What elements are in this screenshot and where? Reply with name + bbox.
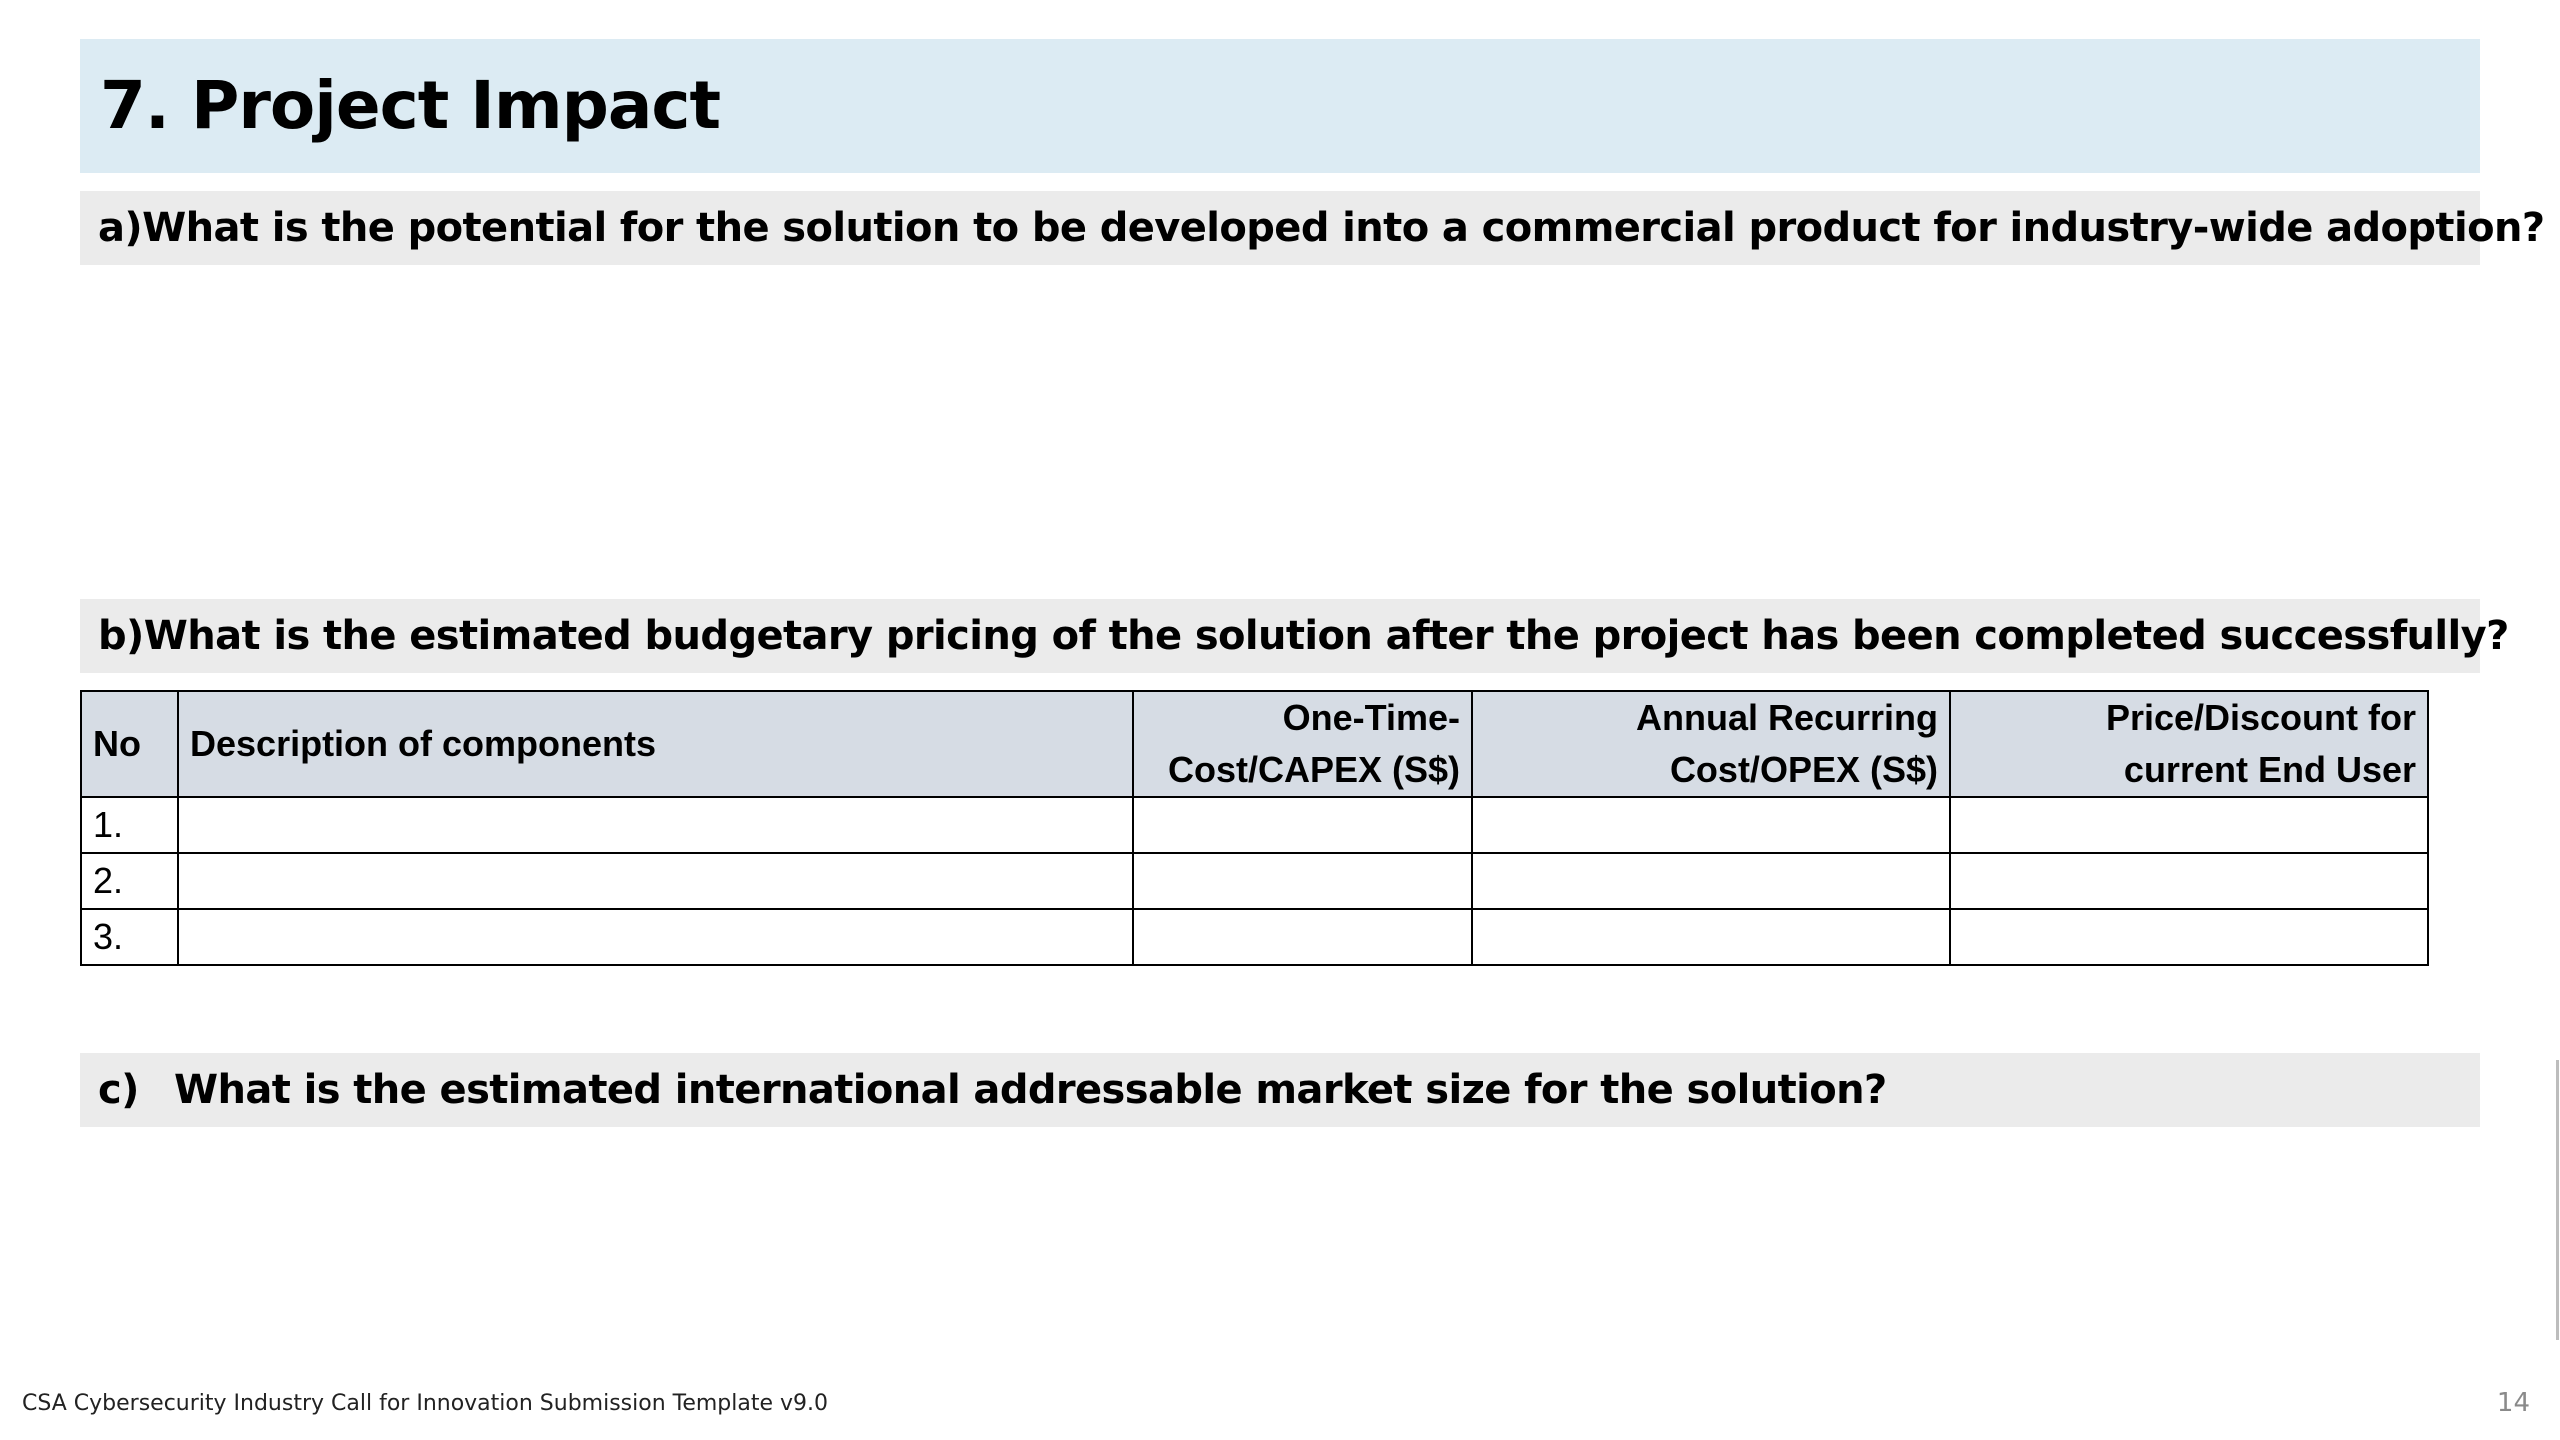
header-no: No — [80, 690, 179, 798]
question-b-letter: b) — [98, 613, 144, 659]
header-capex-line2: Cost/CAPEX (S$) — [1167, 749, 1460, 790]
capex-cell[interactable] — [1132, 908, 1473, 966]
header-description: Description of components — [177, 690, 1134, 798]
price-cell[interactable] — [1949, 852, 2429, 910]
table-row: 2. — [80, 852, 2429, 910]
description-cell[interactable] — [177, 796, 1134, 854]
question-b-bar: b) What is the estimated budgetary prici… — [80, 599, 2509, 673]
question-a-text: What is the potential for the solution t… — [142, 205, 2545, 251]
capex-cell[interactable] — [1132, 796, 1473, 854]
question-c-text: What is the estimated international addr… — [174, 1067, 1887, 1113]
header-capex-line1: One-Time- — [1282, 697, 1460, 738]
table-row: 3. — [80, 908, 2429, 966]
price-cell[interactable] — [1949, 796, 2429, 854]
row-number: 2. — [80, 852, 179, 910]
footer-template-name: CSA Cybersecurity Industry Call for Inno… — [22, 1391, 829, 1416]
table-header-row: No Description of components One-Time- C… — [80, 690, 2429, 798]
table-row: 1. — [80, 796, 2429, 854]
header-price-line1: Price/Discount for — [2105, 697, 2416, 738]
capex-cell[interactable] — [1132, 852, 1473, 910]
row-number: 3. — [80, 908, 179, 966]
description-cell[interactable] — [177, 852, 1134, 910]
header-price-line2: current End User — [2123, 749, 2416, 790]
opex-cell[interactable] — [1471, 796, 1951, 854]
opex-cell[interactable] — [1471, 908, 1951, 966]
pricing-table: No Description of components One-Time- C… — [80, 690, 2429, 966]
page-title: 7. Project Impact — [100, 67, 721, 144]
price-cell[interactable] — [1949, 908, 2429, 966]
question-b-text: What is the estimated budgetary pricing … — [143, 613, 2510, 659]
question-c-letter: c) — [98, 1067, 139, 1113]
row-number: 1. — [80, 796, 179, 854]
header-price: Price/Discount for current End User — [1949, 690, 2429, 798]
page-number: 14 — [2496, 1388, 2530, 1418]
question-c-bar: c) What is the estimated international a… — [80, 1053, 2480, 1127]
header-opex-line1: Annual Recurring — [1635, 697, 1938, 738]
question-a-bar: a) What is the potential for the solutio… — [80, 191, 2545, 265]
edge-divider — [2556, 1060, 2559, 1340]
header-capex: One-Time- Cost/CAPEX (S$) — [1132, 690, 1473, 798]
description-cell[interactable] — [177, 908, 1134, 966]
header-opex: Annual Recurring Cost/OPEX (S$) — [1471, 690, 1951, 798]
question-a-letter: a) — [98, 205, 143, 251]
opex-cell[interactable] — [1471, 852, 1951, 910]
header-opex-line2: Cost/OPEX (S$) — [1669, 749, 1938, 790]
title-bar: 7. Project Impact — [80, 39, 2480, 173]
